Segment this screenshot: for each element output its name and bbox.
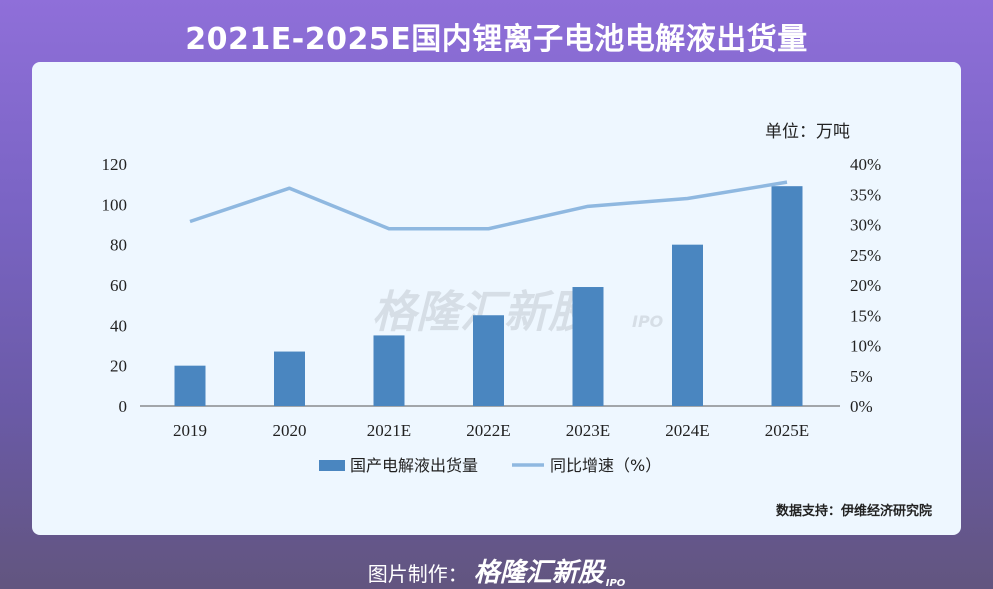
x-axis-labels: 2019 2020 2021E 2022E 2023E 2024E 2025E <box>173 421 809 440</box>
bar-2021E <box>373 335 405 406</box>
x-tick-label: 2021E <box>367 421 411 440</box>
bar-2023E <box>572 287 604 406</box>
x-tick-label: 2019 <box>173 421 207 440</box>
legend-bar-label: 国产电解液出货量 <box>350 456 478 475</box>
legend-line-label: 同比增速（%） <box>550 456 661 475</box>
right-tick-label: 20% <box>850 276 881 295</box>
x-tick-label: 2023E <box>566 421 610 440</box>
watermark-sub: IPO <box>632 312 664 331</box>
left-axis: 0 20 40 60 80 100 120 <box>102 155 128 416</box>
left-tick-label: 40 <box>110 316 127 335</box>
left-tick-label: 100 <box>102 195 128 214</box>
page-title: 2021E-2025E国内锂离子电池电解液出货量 <box>185 22 808 57</box>
source-note: 数据支持：伊维经济研究院 <box>776 503 932 519</box>
right-tick-label: 10% <box>850 337 881 356</box>
bar-2020 <box>274 351 305 406</box>
right-tick-label: 30% <box>850 216 881 235</box>
right-tick-label: 40% <box>850 155 881 174</box>
left-tick-label: 60 <box>110 276 127 295</box>
footer-brand-logo: 格隆汇新股 <box>473 558 604 588</box>
bar-2022E <box>473 315 504 406</box>
bar-2024E <box>672 244 703 406</box>
left-tick-label: 80 <box>110 236 127 255</box>
left-tick-label: 20 <box>110 357 127 376</box>
x-tick-label: 2024E <box>665 421 709 440</box>
right-tick-label: 5% <box>850 367 873 386</box>
left-tick-label: 120 <box>102 155 128 174</box>
right-tick-label: 35% <box>850 185 881 204</box>
right-axis: 0% 5% 10% 15% 20% 25% 30% 35% 40% <box>850 155 881 416</box>
footer-brand-sub: IPO <box>605 578 626 589</box>
chart-card: 格隆汇新股 IPO 单位：万吨 0 20 40 60 80 100 120 0% 5% 10% 1… <box>32 62 961 535</box>
legend: 国产电解液出货量 同比增速（%） <box>319 456 661 475</box>
left-tick-label: 0 <box>119 397 128 416</box>
right-tick-label: 15% <box>850 306 881 325</box>
bar-2019 <box>174 365 206 406</box>
bar-series <box>174 186 803 406</box>
growth-line <box>189 180 788 231</box>
watermark: 格隆汇新股 IPO <box>372 287 664 338</box>
footer: 图片制作： 格隆汇新股 IPO <box>0 552 993 589</box>
legend-bar-swatch <box>319 460 345 471</box>
unit-label: 单位：万吨 <box>765 122 850 142</box>
chart: 格隆汇新股 IPO 单位：万吨 0 20 40 60 80 100 120 0% 5% 10% 1… <box>102 122 933 519</box>
x-tick-label: 2025E <box>765 421 809 440</box>
right-tick-label: 25% <box>850 246 881 265</box>
x-tick-label: 2022E <box>466 421 510 440</box>
x-tick-label: 2020 <box>273 421 307 440</box>
right-tick-label: 0% <box>850 397 873 416</box>
bar-2025E <box>771 186 803 406</box>
footer-label: 图片制作： <box>367 562 468 586</box>
